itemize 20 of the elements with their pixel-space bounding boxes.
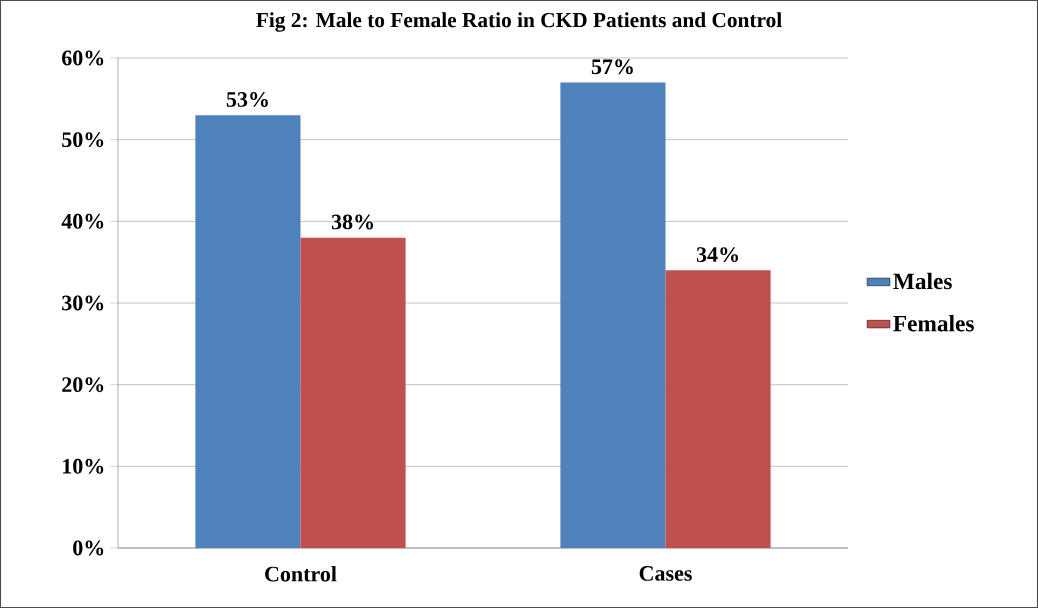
data-label: 53% [226, 91, 268, 107]
y-tick-label: 50% [62, 132, 104, 148]
chart-title: Fig 2: Male to Female Ratio in CKD Patients and Control [256, 12, 782, 32]
y-tick-label: 0% [73, 540, 104, 556]
legend-label: Females [893, 315, 974, 332]
bar [300, 237, 406, 548]
x-tick-label: Control [265, 566, 337, 582]
bar [560, 82, 666, 548]
y-tick-label: 30% [62, 295, 104, 311]
data-label: 34% [696, 247, 738, 263]
bar [665, 270, 771, 548]
bar [195, 115, 301, 548]
x-tick-label: Cases [639, 566, 692, 581]
data-label: 38% [331, 214, 373, 230]
data-label: 57% [591, 59, 633, 75]
y-tick-label: 60% [62, 50, 104, 66]
legend-label: Males [893, 272, 952, 290]
y-tick-label: 10% [63, 458, 104, 474]
y-tick-label: 20% [62, 377, 104, 393]
y-tick-label: 40% [61, 213, 104, 229]
